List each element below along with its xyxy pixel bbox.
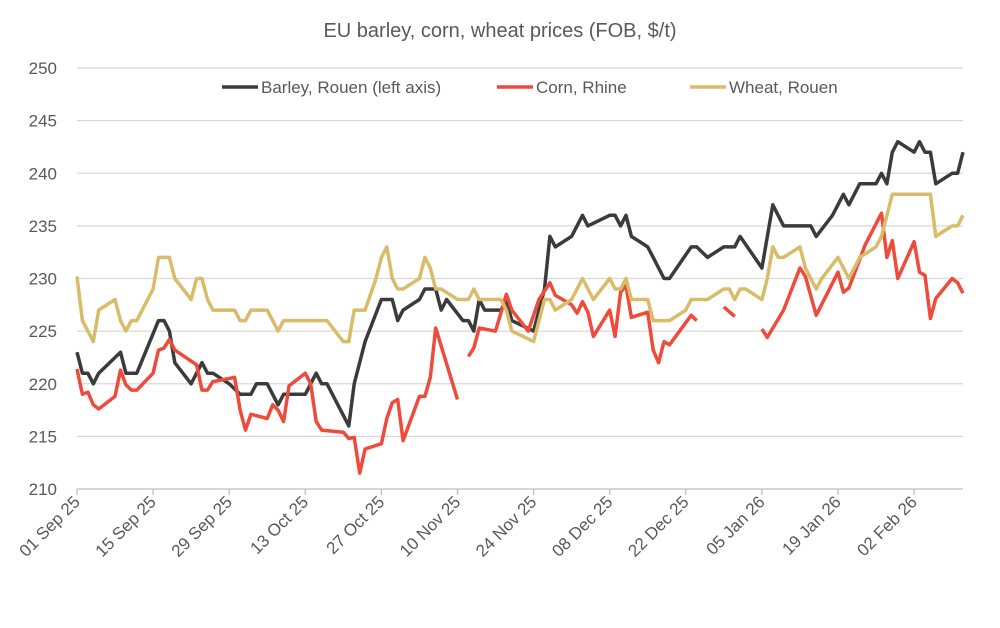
series-lines: [75, 139, 965, 475]
x-tick-label: 22 Dec 25: [624, 492, 692, 560]
series-line-1: [75, 211, 965, 475]
legend: Barley, Rouen (left axis) Corn, Rhine Whea…: [222, 78, 838, 97]
x-tick-label: 27 Oct 25: [323, 492, 389, 558]
legend-label: Wheat, Rouen: [729, 78, 838, 97]
legend-item: Corn, Rhine: [497, 78, 627, 97]
x-tick-label: 13 Oct 25: [247, 492, 313, 558]
x-tick-label: 08 Dec 25: [548, 492, 616, 560]
x-tick-label: 15 Sep 25: [92, 492, 160, 560]
legend-label: Corn, Rhine: [536, 78, 627, 97]
series-line-2: [75, 192, 965, 344]
legend-item: Wheat, Rouen: [690, 78, 838, 97]
legend-item: Barley, Rouen (left axis): [222, 78, 441, 97]
y-tick-label: 240: [29, 164, 57, 183]
x-tick-label: 19 Jan 26: [779, 492, 845, 558]
y-tick-label: 225: [29, 322, 57, 341]
gridlines: [77, 67, 963, 438]
x-tick-label: 01 Sep 25: [16, 492, 84, 560]
y-tick-label: 245: [29, 112, 57, 131]
x-tick-label: 29 Sep 25: [168, 492, 236, 560]
x-axis: 01 Sep 25 15 Sep 25 29 Sep 25 13 Oct 25 27 O…: [16, 488, 963, 561]
y-tick-label: 215: [29, 427, 57, 446]
x-tick-label: 02 Feb 26: [853, 492, 921, 560]
y-tick-label: 230: [29, 270, 57, 289]
y-axis: 210 215 220 225 230 235 240 245 250: [29, 59, 57, 499]
x-tick-label: 05 Jan 26: [702, 492, 768, 558]
legend-label: Barley, Rouen (left axis): [261, 78, 441, 97]
y-tick-label: 250: [29, 59, 57, 78]
x-tick-label: 10 Nov 25: [396, 492, 464, 560]
x-tick-label: 24 Nov 25: [472, 492, 540, 560]
y-tick-label: 235: [29, 217, 57, 236]
y-tick-label: 220: [29, 375, 57, 394]
chart-title: EU barley, corn, wheat prices (FOB, $/t): [323, 20, 676, 42]
y-tick-label: 210: [29, 480, 57, 499]
